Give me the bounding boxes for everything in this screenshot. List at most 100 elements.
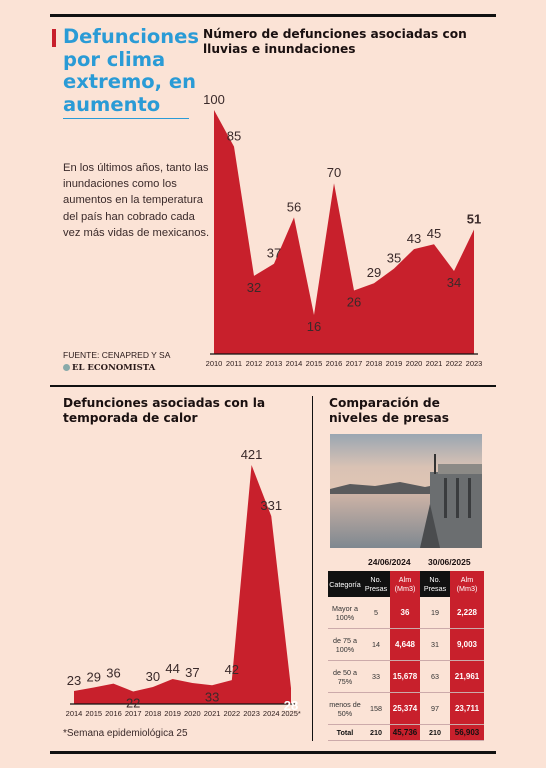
chart2-data-label: 23: [67, 673, 81, 688]
row-presas-2024: 33: [362, 660, 390, 693]
chart2-tick-label: 2016: [105, 709, 122, 718]
chart2-tick-label: 2017: [125, 709, 142, 718]
row-alm-2024: 36: [390, 597, 420, 629]
row-presas-2024: 5: [362, 597, 390, 629]
chart2-tick-label: 2020: [184, 709, 201, 718]
column-divider: [312, 396, 313, 741]
chart2-tick-label: 2021: [204, 709, 221, 718]
total-alm-2025: 56,903: [450, 724, 484, 741]
chart1-tick-label: 2011: [226, 359, 242, 368]
total-category: Total: [328, 724, 362, 741]
table-total-row: Total 210 45,736 210 56,903: [328, 724, 484, 741]
chart1-data-label: 100: [203, 92, 225, 107]
chart1-data-label: 26: [347, 295, 361, 310]
row-category: de 75 a 100%: [328, 628, 362, 661]
row-alm-2024: 15,678: [390, 660, 420, 693]
dams-title: Comparación de niveles de presas: [329, 396, 449, 425]
middle-rule: [50, 385, 496, 387]
chart2-title: Defunciones asociadas con la temporada d…: [63, 396, 266, 425]
date-2025: 30/06/2025: [428, 557, 471, 567]
chart1-data-label: 45: [427, 226, 441, 241]
logo-icon: [63, 364, 70, 372]
chart2-data-label: 30: [146, 669, 160, 684]
chart2-data-label: 331: [260, 498, 282, 513]
header-presas-2025: No. Presas: [420, 571, 450, 597]
chart1-data-label: 37: [267, 246, 281, 261]
table-row: de 75 a 100% 14 4,648 31 9,003: [328, 628, 484, 661]
chart1-data-label: 34: [447, 275, 461, 290]
header-alm-2024: Alm (Mm3): [390, 571, 420, 597]
chart2-tick-label: 2015: [85, 709, 102, 718]
chart2-tick-label: 2023: [243, 709, 260, 718]
chart1-tick-label: 2023: [466, 359, 483, 368]
row-alm-2025: 21,961: [450, 660, 484, 693]
headline-rule: [63, 118, 189, 119]
chart2-data-label: 28: [284, 698, 298, 713]
chart1-tick-label: 2019: [386, 359, 403, 368]
intro-text: En los últimos años, tanto las inundacio…: [63, 162, 210, 239]
chart1-tick-label: 2014: [286, 359, 303, 368]
chart2-data-label: 421: [241, 447, 263, 462]
row-alm-2025: 2,228: [450, 597, 484, 629]
chart2-tick-label: 2024: [263, 709, 280, 718]
row-category: de 50 a 75%: [328, 660, 362, 693]
chart2-tick-label: 2025*: [281, 709, 301, 718]
table-row: de 50 a 75% 33 15,678 63 21,961: [328, 660, 484, 693]
chart1-tick-label: 2021: [426, 359, 443, 368]
chart1-tick-label: 2012: [246, 359, 263, 368]
row-alm-2024: 25,374: [390, 692, 420, 725]
bottom-rule: [50, 751, 496, 754]
dams-table: Categoría No. Presas Alm (Mm3) No. Presa…: [328, 571, 484, 741]
chart1-data-label: 56: [287, 199, 301, 214]
row-presas-2025: 63: [420, 660, 450, 693]
chart2-data-label: 36: [106, 666, 120, 681]
chart1-tick-label: 2013: [266, 359, 283, 368]
chart1-tick-label: 2017: [346, 359, 363, 368]
chart2-data-label: 42: [225, 662, 239, 677]
dam-photo: [330, 434, 482, 548]
chart1-data-label: 35: [387, 251, 401, 266]
source-label: FUENTE: CENAPRED Y SA: [63, 350, 171, 360]
chart1-tick-label: 2015: [306, 359, 323, 368]
date-2024: 24/06/2024: [368, 557, 411, 567]
chart2-data-label: 37: [185, 665, 199, 680]
chart1-data-label: 43: [407, 231, 421, 246]
chart2-data-label: 33: [205, 689, 219, 704]
chart1-tick-label: 2016: [326, 359, 343, 368]
row-category: menos de 50%: [328, 692, 362, 725]
chart2-footnote: *Semana epidemiológica 25: [63, 728, 188, 739]
chart2-tick-label: 2014: [66, 709, 83, 718]
chart1-data-label: 70: [327, 165, 341, 180]
chart2-tick-label: 2019: [164, 709, 181, 718]
total-presas-2024: 210: [362, 724, 390, 741]
chart1-data-label: 16: [307, 319, 321, 334]
chart1-tick-label: 2020: [406, 359, 423, 368]
table-header: Categoría No. Presas Alm (Mm3) No. Presa…: [328, 571, 484, 597]
row-alm-2025: 9,003: [450, 628, 484, 661]
chart2-area: [74, 465, 291, 704]
table-row: menos de 50% 158 25,374 97 23,711: [328, 692, 484, 725]
row-alm-2025: 23,711: [450, 692, 484, 725]
headline-accent: [52, 29, 56, 47]
table-row: Mayor a 100% 5 36 19 2,228: [328, 597, 484, 629]
chart2-tick-label: 2018: [145, 709, 162, 718]
chart1-tick-label: 2022: [446, 359, 463, 368]
row-presas-2024: 14: [362, 628, 390, 661]
chart1-data-label: 85: [227, 129, 241, 144]
chart1-tick-label: 2010: [206, 359, 223, 368]
logo-text: EL ECONOMISTA: [72, 363, 156, 373]
row-alm-2024: 4,648: [390, 628, 420, 661]
chart1-data-label: 32: [247, 280, 261, 295]
top-rule: [50, 14, 496, 17]
chart1-tick-label: 2018: [366, 359, 383, 368]
total-presas-2025: 210: [420, 724, 450, 741]
chart1-data-label: 51: [467, 212, 481, 227]
header-category: Categoría: [328, 571, 362, 597]
headline: Defunciones por clima extremo, en aument…: [63, 25, 200, 116]
chart2-data-label: 29: [86, 670, 100, 685]
chart1-data-label: 29: [367, 265, 381, 280]
chart2-data-label: 22: [126, 696, 140, 711]
row-presas-2024: 158: [362, 692, 390, 725]
header-presas-2024: No. Presas: [362, 571, 390, 597]
